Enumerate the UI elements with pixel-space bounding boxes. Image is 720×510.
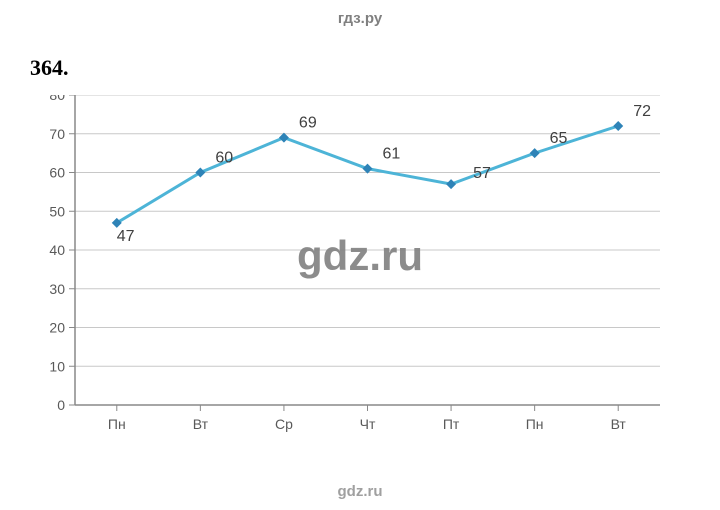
footer-text: gdz.ru <box>338 483 383 500</box>
x-tick-label: Пн <box>108 416 126 432</box>
x-tick-label: Пт <box>443 416 460 432</box>
x-tick-label: Вт <box>611 416 627 432</box>
watermark-text: gdz.ru <box>297 232 423 280</box>
y-tick-label: 80 <box>49 95 65 103</box>
x-tick-label: Ср <box>275 416 293 432</box>
y-tick-label: 60 <box>49 165 65 181</box>
data-label: 65 <box>550 130 568 147</box>
data-marker <box>446 179 456 189</box>
y-tick-label: 10 <box>49 358 65 374</box>
data-label: 72 <box>633 103 651 120</box>
y-tick-label: 40 <box>49 242 65 258</box>
line-series <box>117 126 618 223</box>
y-tick-label: 50 <box>49 203 65 219</box>
y-tick-label: 70 <box>49 126 65 142</box>
data-label: 60 <box>215 150 233 167</box>
y-tick-label: 0 <box>57 397 65 413</box>
y-tick-label: 20 <box>49 320 65 336</box>
y-tick-label: 30 <box>49 281 65 297</box>
problem-number: 364. <box>30 55 69 81</box>
x-tick-label: Пн <box>526 416 544 432</box>
data-label: 61 <box>383 146 401 163</box>
data-label: 57 <box>473 165 491 182</box>
data-marker <box>613 121 623 131</box>
x-tick-label: Вт <box>193 416 209 432</box>
x-tick-label: Чт <box>360 416 376 432</box>
data-marker <box>530 148 540 158</box>
data-label: 69 <box>299 115 317 132</box>
data-label: 47 <box>117 228 135 245</box>
header-text: гдз.ру <box>338 10 382 27</box>
